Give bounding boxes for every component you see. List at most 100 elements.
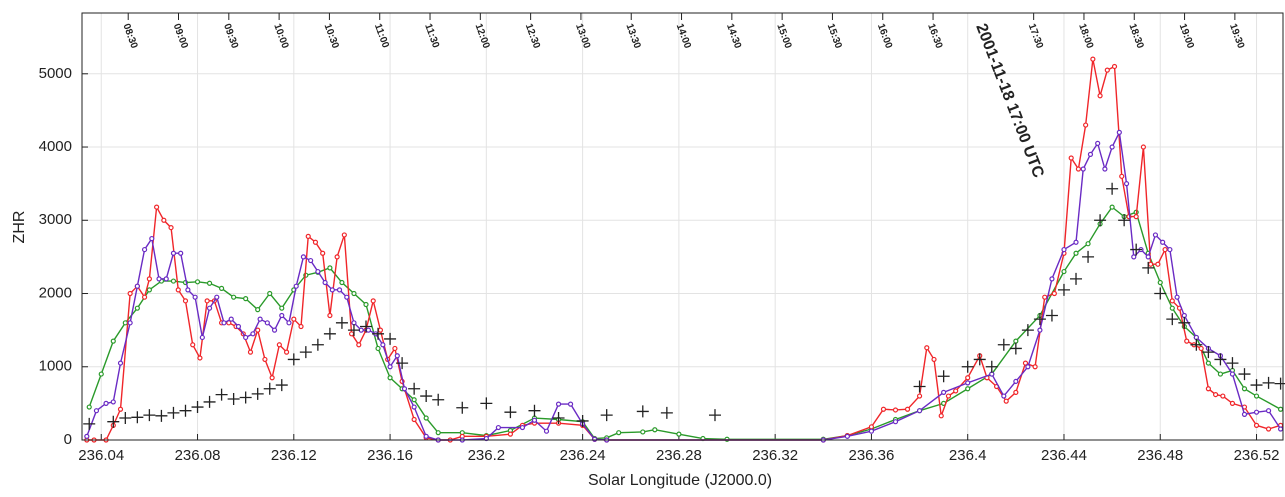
point bbox=[916, 408, 923, 414]
plus-marker bbox=[179, 404, 192, 417]
point bbox=[1061, 268, 1067, 275]
point bbox=[1013, 378, 1019, 385]
point bbox=[175, 287, 181, 293]
x-tick-label: 236.24 bbox=[560, 447, 606, 464]
point bbox=[327, 265, 333, 271]
plus-marker bbox=[396, 357, 409, 370]
point bbox=[84, 433, 90, 439]
point bbox=[1116, 129, 1122, 135]
plus-marker bbox=[203, 395, 216, 408]
plus-marker bbox=[552, 412, 565, 425]
point bbox=[965, 380, 971, 386]
point bbox=[185, 287, 191, 293]
point bbox=[127, 320, 133, 326]
point bbox=[1051, 290, 1057, 297]
point bbox=[1253, 422, 1260, 428]
plus-marker bbox=[985, 360, 998, 373]
point bbox=[380, 342, 386, 348]
point bbox=[1061, 246, 1067, 253]
point bbox=[965, 375, 971, 381]
plus-marker bbox=[1021, 324, 1034, 337]
plus-marker bbox=[335, 316, 348, 329]
plus-marker bbox=[636, 405, 649, 418]
point bbox=[938, 413, 944, 419]
y-tick-label: 4000 bbox=[39, 138, 72, 155]
point bbox=[199, 334, 205, 341]
point bbox=[255, 307, 261, 313]
point bbox=[235, 323, 242, 330]
point bbox=[300, 254, 307, 260]
point bbox=[904, 406, 911, 412]
x-tick-label: 236.32 bbox=[752, 447, 798, 464]
point bbox=[103, 400, 109, 406]
point bbox=[1049, 276, 1055, 282]
point bbox=[141, 294, 148, 300]
point bbox=[228, 316, 234, 322]
plus-marker bbox=[1142, 261, 1155, 274]
point bbox=[269, 375, 275, 381]
plus-marker bbox=[360, 320, 373, 333]
point bbox=[197, 355, 203, 361]
point bbox=[1265, 426, 1272, 432]
point bbox=[880, 406, 887, 412]
point bbox=[291, 316, 297, 322]
plus-marker bbox=[107, 415, 120, 428]
point bbox=[375, 345, 381, 352]
point bbox=[411, 404, 417, 410]
point bbox=[1162, 246, 1168, 253]
plus-marker bbox=[1250, 379, 1263, 392]
point bbox=[344, 294, 350, 300]
point bbox=[243, 334, 249, 341]
point bbox=[844, 433, 850, 439]
plus-marker bbox=[239, 391, 252, 404]
point bbox=[411, 416, 417, 423]
point bbox=[1253, 409, 1260, 415]
plus-marker bbox=[1045, 309, 1058, 322]
point bbox=[1087, 151, 1094, 157]
point bbox=[401, 386, 408, 392]
point bbox=[98, 371, 104, 377]
point bbox=[924, 345, 930, 351]
plus-marker bbox=[913, 380, 926, 393]
point bbox=[1160, 239, 1166, 245]
plus-marker bbox=[1033, 313, 1046, 326]
point bbox=[161, 217, 167, 223]
point bbox=[1097, 93, 1103, 99]
point bbox=[1042, 294, 1048, 300]
point bbox=[156, 276, 162, 282]
point bbox=[206, 280, 213, 286]
plus-marker bbox=[1154, 287, 1167, 300]
point bbox=[271, 327, 278, 333]
point bbox=[1109, 204, 1115, 210]
point bbox=[592, 436, 598, 442]
point bbox=[221, 320, 227, 326]
plus-marker bbox=[973, 353, 986, 366]
point bbox=[1220, 393, 1226, 399]
point bbox=[1145, 254, 1151, 260]
point bbox=[315, 268, 321, 275]
point bbox=[141, 246, 148, 253]
point bbox=[387, 375, 393, 381]
point bbox=[941, 389, 947, 395]
y-tick-label: 3000 bbox=[39, 211, 72, 228]
point bbox=[495, 424, 501, 431]
point bbox=[1229, 400, 1236, 406]
point bbox=[329, 287, 335, 293]
point bbox=[255, 327, 261, 333]
point bbox=[965, 386, 971, 392]
x-tick-label: 236.16 bbox=[367, 447, 413, 464]
y-axis-label: ZHR bbox=[11, 211, 28, 244]
point bbox=[868, 424, 875, 430]
plus-marker bbox=[215, 388, 228, 401]
plus-marker bbox=[167, 406, 180, 419]
plus-marker bbox=[708, 409, 721, 422]
point bbox=[267, 290, 273, 297]
plus-marker bbox=[384, 332, 397, 345]
point bbox=[1241, 386, 1248, 392]
x-tick-label: 236.04 bbox=[78, 447, 124, 464]
plot-area bbox=[82, 13, 1283, 440]
plus-marker bbox=[600, 409, 613, 422]
point bbox=[507, 431, 514, 437]
point bbox=[286, 320, 292, 326]
point bbox=[170, 278, 177, 284]
